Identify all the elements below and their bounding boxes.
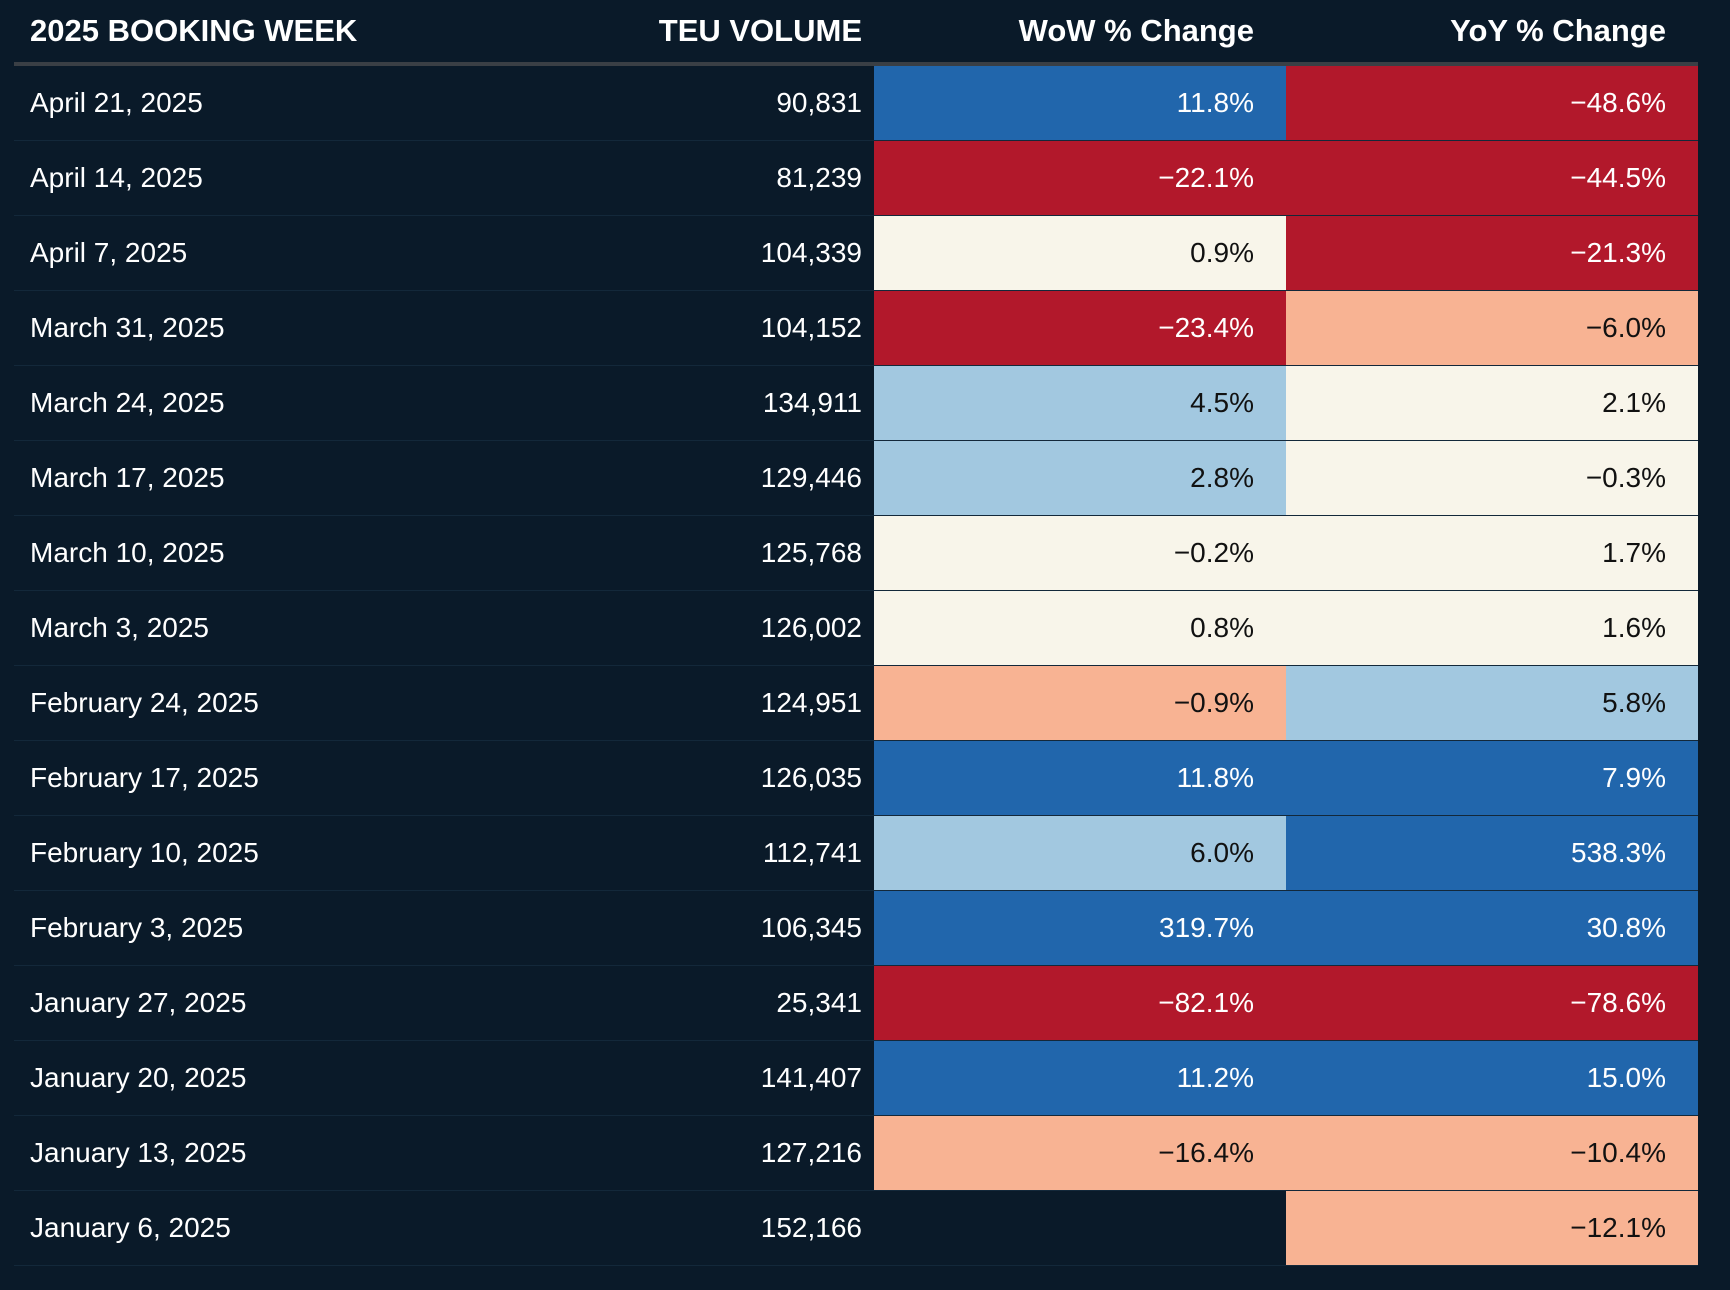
yoy-change-cell: 7.9% xyxy=(1286,741,1698,815)
yoy-change-cell: −78.6% xyxy=(1286,966,1698,1040)
table-row: March 31, 2025 104,152 −23.4% −6.0% xyxy=(14,291,1698,366)
week-cell: January 27, 2025 xyxy=(30,987,247,1018)
week-cell: April 21, 2025 xyxy=(30,87,203,118)
header-booking-week: 2025 BOOKING WEEK xyxy=(30,13,358,48)
yoy-change-cell: −48.6% xyxy=(1286,66,1698,140)
week-cell: February 3, 2025 xyxy=(30,912,244,943)
teu-volume-cell: 25,341 xyxy=(776,987,862,1018)
table-row: March 24, 2025 134,911 4.5% 2.1% xyxy=(14,366,1698,441)
wow-change-cell: −0.2% xyxy=(874,516,1286,590)
week-cell: March 24, 2025 xyxy=(30,387,225,418)
teu-volume-cell: 129,446 xyxy=(760,462,862,493)
yoy-change-cell: −12.1% xyxy=(1286,1191,1698,1265)
teu-volume-cell: 126,035 xyxy=(760,762,862,793)
table-row: February 3, 2025 106,345 319.7% 30.8% xyxy=(14,891,1698,966)
wow-change-cell: 11.8% xyxy=(874,66,1286,140)
week-cell: March 17, 2025 xyxy=(30,462,225,493)
header-wow-change: WoW % Change xyxy=(1018,13,1254,48)
wow-change-cell: −16.4% xyxy=(874,1116,1286,1190)
header-yoy-change: YoY % Change xyxy=(1450,13,1666,48)
wow-change-cell: −23.4% xyxy=(874,291,1286,365)
table-row: January 13, 2025 127,216 −16.4% −10.4% xyxy=(14,1116,1698,1191)
teu-volume-cell: 104,152 xyxy=(760,312,862,343)
teu-volume-cell: 112,741 xyxy=(762,837,862,868)
header-teu-volume: TEU VOLUME xyxy=(658,13,862,48)
yoy-change-cell: −6.0% xyxy=(1286,291,1698,365)
week-cell: January 6, 2025 xyxy=(30,1212,231,1243)
booking-table: 2025 BOOKING WEEK TEU VOLUME WoW % Chang… xyxy=(14,0,1698,1266)
teu-volume-cell: 152,166 xyxy=(760,1212,862,1243)
wow-change-cell: −22.1% xyxy=(874,141,1286,215)
week-cell: January 13, 2025 xyxy=(30,1137,247,1168)
wow-change-cell: 2.8% xyxy=(874,441,1286,515)
teu-volume-cell: 90,831 xyxy=(776,87,862,118)
teu-volume-cell: 127,216 xyxy=(760,1137,862,1168)
table-header: 2025 BOOKING WEEK TEU VOLUME WoW % Chang… xyxy=(14,0,1698,66)
wow-change-cell: −0.9% xyxy=(874,666,1286,740)
yoy-change-cell: 1.6% xyxy=(1286,591,1698,665)
yoy-change-cell: 15.0% xyxy=(1286,1041,1698,1115)
yoy-change-cell: −10.4% xyxy=(1286,1116,1698,1190)
yoy-change-cell: 1.7% xyxy=(1286,516,1698,590)
wow-change-cell: −82.1% xyxy=(874,966,1286,1040)
table-row: March 10, 2025 125,768 −0.2% 1.7% xyxy=(14,516,1698,591)
table-row: April 7, 2025 104,339 0.9% −21.3% xyxy=(14,216,1698,291)
table-row: March 3, 2025 126,002 0.8% 1.6% xyxy=(14,591,1698,666)
week-cell: February 10, 2025 xyxy=(30,837,259,868)
table-row: January 27, 2025 25,341 −82.1% −78.6% xyxy=(14,966,1698,1041)
table-row: April 21, 2025 90,831 11.8% −48.6% xyxy=(14,66,1698,141)
teu-volume-cell: 81,239 xyxy=(776,162,862,193)
teu-volume-cell: 104,339 xyxy=(760,237,862,268)
table-row: March 17, 2025 129,446 2.8% −0.3% xyxy=(14,441,1698,516)
yoy-change-cell: 538.3% xyxy=(1286,816,1698,890)
wow-change-cell: 0.9% xyxy=(874,216,1286,290)
teu-volume-cell: 141,407 xyxy=(760,1062,862,1093)
week-cell: February 17, 2025 xyxy=(30,762,259,793)
yoy-change-cell: 5.8% xyxy=(1286,666,1698,740)
wow-change-cell xyxy=(874,1191,1286,1265)
week-cell: March 3, 2025 xyxy=(30,612,209,643)
yoy-change-cell: −0.3% xyxy=(1286,441,1698,515)
yoy-change-cell: −21.3% xyxy=(1286,216,1698,290)
teu-volume-cell: 125,768 xyxy=(760,537,862,568)
week-cell: January 20, 2025 xyxy=(30,1062,247,1093)
teu-volume-cell: 134,911 xyxy=(762,387,862,418)
week-cell: March 31, 2025 xyxy=(30,312,225,343)
week-cell: February 24, 2025 xyxy=(30,687,259,718)
week-cell: April 7, 2025 xyxy=(30,237,188,268)
week-cell: April 14, 2025 xyxy=(30,162,203,193)
table-row: April 14, 2025 81,239 −22.1% −44.5% xyxy=(14,141,1698,216)
teu-volume-cell: 106,345 xyxy=(760,912,862,943)
table-row: January 6, 2025 152,166 −12.1% xyxy=(14,1191,1698,1266)
table-row: February 10, 2025 112,741 6.0% 538.3% xyxy=(14,816,1698,891)
wow-change-cell: 11.8% xyxy=(874,741,1286,815)
table-row: February 24, 2025 124,951 −0.9% 5.8% xyxy=(14,666,1698,741)
yoy-change-cell: −44.5% xyxy=(1286,141,1698,215)
week-cell: March 10, 2025 xyxy=(30,537,225,568)
wow-change-cell: 0.8% xyxy=(874,591,1286,665)
yoy-change-cell: 30.8% xyxy=(1286,891,1698,965)
yoy-change-cell: 2.1% xyxy=(1286,366,1698,440)
table-body: April 21, 2025 90,831 11.8% −48.6% April 14,… xyxy=(14,66,1698,1266)
wow-change-cell: 4.5% xyxy=(874,366,1286,440)
table-row: January 20, 2025 141,407 11.2% 15.0% xyxy=(14,1041,1698,1116)
wow-change-cell: 11.2% xyxy=(874,1041,1286,1115)
wow-change-cell: 6.0% xyxy=(874,816,1286,890)
teu-volume-cell: 124,951 xyxy=(760,687,862,718)
table-row: February 17, 2025 126,035 11.8% 7.9% xyxy=(14,741,1698,816)
teu-volume-cell: 126,002 xyxy=(760,612,862,643)
wow-change-cell: 319.7% xyxy=(874,891,1286,965)
